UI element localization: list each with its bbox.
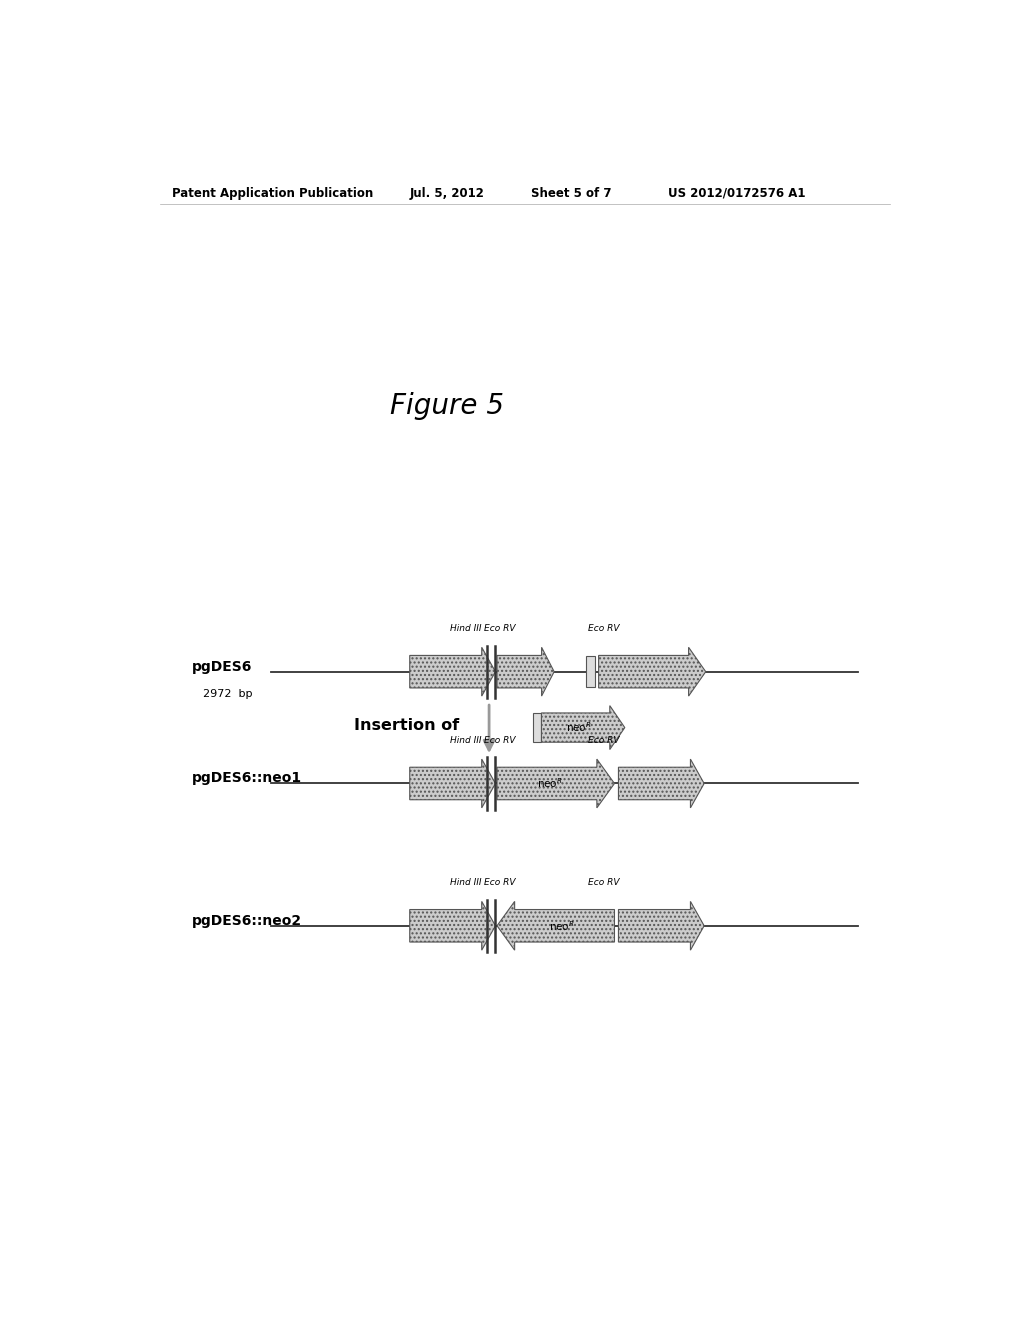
Text: Eco RV: Eco RV xyxy=(589,878,620,887)
Polygon shape xyxy=(410,647,496,696)
Text: Sheet 5 of 7: Sheet 5 of 7 xyxy=(531,187,611,199)
Text: Figure 5: Figure 5 xyxy=(390,392,504,420)
Polygon shape xyxy=(410,759,496,808)
Text: pgDES6::neo2: pgDES6::neo2 xyxy=(191,913,302,928)
Text: US 2012/0172576 A1: US 2012/0172576 A1 xyxy=(668,187,805,199)
Polygon shape xyxy=(410,902,496,950)
Text: pgDES6::neo1: pgDES6::neo1 xyxy=(191,771,302,785)
Text: Eco RV: Eco RV xyxy=(483,735,515,744)
Text: Eco RV: Eco RV xyxy=(589,735,620,744)
Polygon shape xyxy=(497,647,554,696)
Text: neo$^R$: neo$^R$ xyxy=(549,919,574,933)
Polygon shape xyxy=(618,902,705,950)
Polygon shape xyxy=(618,759,705,808)
Text: Hind III: Hind III xyxy=(450,878,481,887)
Text: Insertion of: Insertion of xyxy=(354,718,460,733)
Text: Patent Application Publication: Patent Application Publication xyxy=(172,187,373,199)
Text: Eco RV: Eco RV xyxy=(483,624,515,634)
Text: Jul. 5, 2012: Jul. 5, 2012 xyxy=(410,187,484,199)
Text: 2972  bp: 2972 bp xyxy=(204,689,253,700)
Text: Eco RV: Eco RV xyxy=(483,878,515,887)
Text: neo$^R$: neo$^R$ xyxy=(537,776,563,791)
Bar xyxy=(532,713,541,742)
Text: Eco RV: Eco RV xyxy=(589,624,620,634)
Polygon shape xyxy=(599,647,706,696)
Text: Hind III: Hind III xyxy=(450,624,481,634)
Bar xyxy=(586,656,595,688)
Text: Hind III: Hind III xyxy=(450,735,481,744)
Text: neo$^R$: neo$^R$ xyxy=(566,721,592,734)
Text: pgDES6: pgDES6 xyxy=(191,660,252,673)
Polygon shape xyxy=(497,759,614,808)
Polygon shape xyxy=(542,706,625,750)
Polygon shape xyxy=(497,902,614,950)
